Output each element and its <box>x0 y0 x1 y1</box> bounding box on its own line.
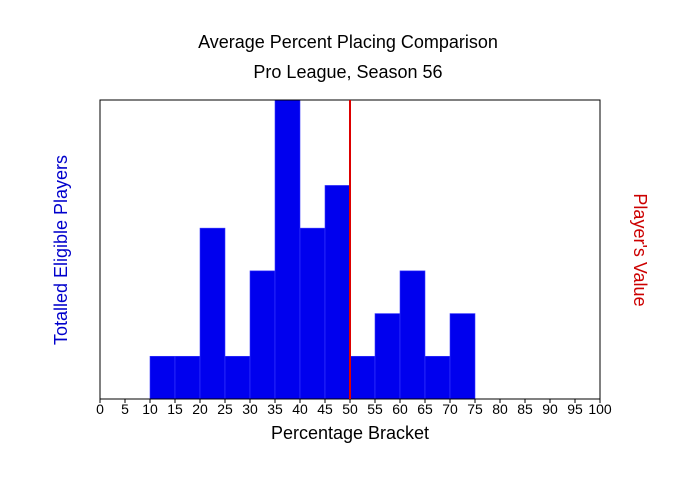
x-tick-label-60: 60 <box>392 401 408 417</box>
x-tick-label-25: 25 <box>217 401 233 417</box>
x-axis-label: Percentage Bracket <box>271 423 429 443</box>
histogram-bar-45-50 <box>324 185 351 400</box>
x-tick-label-50: 50 <box>342 401 358 417</box>
chart-title: Average Percent Placing Comparison <box>198 32 498 52</box>
x-tick-label-100: 100 <box>588 401 612 417</box>
y-axis-label-right: Player's Value <box>630 193 650 306</box>
x-tick-label-75: 75 <box>467 401 483 417</box>
histogram-bar-30-35 <box>249 270 276 400</box>
x-tick-label-30: 30 <box>242 401 258 417</box>
x-tick-label-15: 15 <box>167 401 183 417</box>
histogram-bar-35-40 <box>274 99 301 400</box>
x-tick-label-0: 0 <box>96 401 104 417</box>
histogram-bar-65-70 <box>424 355 451 400</box>
x-tick-label-85: 85 <box>517 401 533 417</box>
x-tick-label-70: 70 <box>442 401 458 417</box>
histogram-bar-25-30 <box>224 355 251 400</box>
x-tick-label-90: 90 <box>542 401 558 417</box>
x-tick-label-45: 45 <box>317 401 333 417</box>
x-tick-label-10: 10 <box>142 401 158 417</box>
x-tick-label-80: 80 <box>492 401 508 417</box>
histogram-bar-15-20 <box>174 355 201 400</box>
histogram-bar-60-65 <box>399 270 426 400</box>
x-tick-label-65: 65 <box>417 401 433 417</box>
x-tick-label-20: 20 <box>192 401 208 417</box>
chart-subtitle: Pro League, Season 56 <box>253 62 442 82</box>
x-tick-label-55: 55 <box>367 401 383 417</box>
histogram-bar-70-75 <box>449 313 476 400</box>
x-tick-label-35: 35 <box>267 401 283 417</box>
histogram-bar-50-55 <box>349 355 376 400</box>
histogram-bar-55-60 <box>374 313 401 400</box>
histogram-bar-20-25 <box>199 227 226 400</box>
x-axis-ticks: 0 5 10 15 20 25 30 35 40 45 50 55 60 65 70 75 80 85 90 95 10… <box>96 399 612 417</box>
x-tick-label-5: 5 <box>121 401 129 417</box>
histogram-bar-40-45 <box>299 227 326 400</box>
y-axis-label-left: Totalled Eligible Players <box>51 155 71 345</box>
histogram-bar-10-15 <box>149 355 176 400</box>
x-tick-label-40: 40 <box>292 401 308 417</box>
bars-group <box>149 99 476 400</box>
x-tick-label-95: 95 <box>567 401 583 417</box>
